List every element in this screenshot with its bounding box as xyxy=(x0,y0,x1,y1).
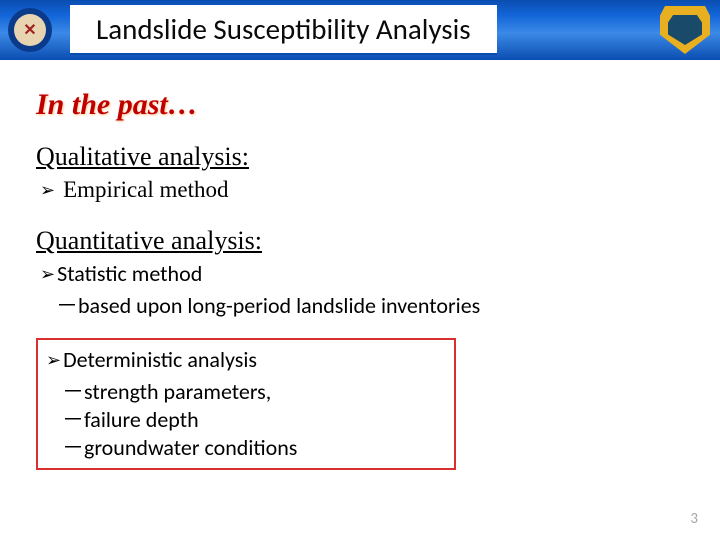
quantitative-heading: Quantitative analysis: xyxy=(36,226,684,256)
deterministic-sub-2: －failure depth xyxy=(62,406,446,434)
statistic-sub: －based upon long-period landslide invent… xyxy=(56,292,684,320)
qualitative-heading: Qualitative analysis: xyxy=(36,142,684,172)
title-box: Landslide Susceptibility Analysis xyxy=(70,5,497,55)
slide-title: Landslide Susceptibility Analysis xyxy=(96,11,471,47)
qualitative-item: ➢ Empirical method xyxy=(40,176,684,204)
past-heading: In the past… xyxy=(36,88,684,122)
shield-icon xyxy=(660,6,710,54)
deterministic-box: ➢ Deterministic analysis －strength param… xyxy=(36,338,456,470)
logo-right xyxy=(660,6,710,54)
logo-left-icon xyxy=(14,14,46,46)
slide-header: Landslide Susceptibility Analysis xyxy=(0,0,720,60)
deterministic-sub-3: －groundwater conditions xyxy=(62,434,446,462)
slide-content: In the past… Qualitative analysis: ➢ Emp… xyxy=(0,60,720,470)
bullet-arrow-icon: ➢ xyxy=(40,260,55,288)
qualitative-item-label: Empirical method xyxy=(63,176,228,204)
shield-inner-icon xyxy=(668,15,702,45)
statistic-label: Statistic method xyxy=(57,260,202,288)
deterministic-sub-1: －strength parameters, xyxy=(62,378,446,406)
page-number: 3 xyxy=(690,510,698,528)
deterministic-item: ➢ Deterministic analysis xyxy=(46,346,446,374)
bullet-arrow-icon: ➢ xyxy=(46,346,61,374)
bullet-arrow-icon: ➢ xyxy=(40,176,55,204)
deterministic-label: Deterministic analysis xyxy=(63,346,257,374)
logo-left xyxy=(8,8,52,52)
statistic-item: ➢ Statistic method xyxy=(40,260,684,288)
